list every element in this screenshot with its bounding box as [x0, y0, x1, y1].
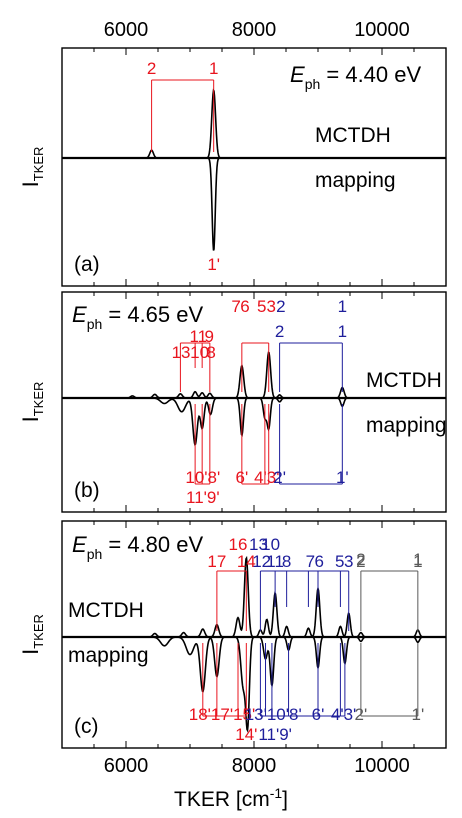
- peak-label: 6: [240, 297, 249, 316]
- peak-label: 4'3': [254, 468, 279, 487]
- panel-tag: (b): [74, 479, 100, 502]
- peak-label: 14: [237, 552, 256, 571]
- peak-label: 10: [190, 343, 209, 362]
- peak-label: 7: [306, 552, 315, 571]
- bottom-x-axis: 6000 8000 10000: [104, 755, 410, 777]
- photon-energy-sub: ph: [305, 76, 321, 92]
- peak-label: 2: [276, 297, 285, 316]
- peak-label: 9: [204, 327, 213, 346]
- peak-label: 3: [267, 297, 276, 316]
- y-axis-label-main: I: [18, 181, 43, 187]
- photon-energy-symbol: E: [290, 62, 305, 87]
- peak-label: 2: [356, 550, 365, 569]
- y-axis-label: ITKER: [18, 147, 46, 188]
- peak-label: 11'9': [186, 488, 220, 507]
- peak-label: 2: [275, 322, 284, 341]
- peak-label: 3: [344, 552, 353, 571]
- panel-a: ITKER 2 1 1' Eph = 4.40 eV MCTDH mapping (a): [18, 47, 447, 287]
- peak-label: 2: [147, 59, 156, 78]
- top-tick-label: 10000: [354, 19, 410, 41]
- top-x-axis: 6000 8000 10000: [104, 19, 410, 41]
- mapping-label: mapping: [68, 644, 149, 667]
- peak-label: 17: [207, 552, 226, 571]
- mapping-label: mapping: [366, 414, 447, 437]
- y-axis-label-sub: TKER: [31, 147, 46, 182]
- photon-energy-value: = 4.65 eV: [102, 302, 203, 327]
- peak-label: 13'10'8': [245, 705, 302, 724]
- peak-label: 10: [261, 535, 280, 554]
- x-axis-label-sup: -1: [270, 785, 283, 801]
- y-axis-label-main: I: [18, 416, 43, 422]
- mctdh-label: MCTDH: [68, 599, 144, 622]
- bottom-tick-label: 8000: [232, 755, 277, 777]
- peak-label: 14': [235, 725, 257, 744]
- y-axis-label: ITKER: [18, 614, 46, 655]
- mapping-label: mapping: [315, 169, 396, 192]
- peak-label: 13: [172, 343, 191, 362]
- peak-label: 1: [413, 552, 422, 571]
- bottom-tick-label: 10000: [354, 755, 410, 777]
- peak-label: 6': [235, 468, 248, 487]
- panel-tag: (a): [74, 253, 100, 276]
- peak-label: 11: [266, 552, 284, 571]
- peak-label: 1': [207, 255, 220, 274]
- y-axis-label: ITKER: [18, 382, 46, 423]
- peak-label: 2': [355, 705, 368, 724]
- photon-energy-symbol: E: [72, 532, 87, 557]
- peak-label: 4'3': [331, 705, 356, 724]
- peak-label: 18'17'15': [189, 705, 255, 724]
- peak-label: 12: [252, 552, 271, 571]
- y-axis-label-sub: TKER: [31, 382, 46, 417]
- peak-label: 1: [209, 59, 218, 78]
- mctdh-label: MCTDH: [366, 369, 442, 392]
- photon-energy-sub: ph: [87, 546, 103, 562]
- photon-energy-label: Eph = 4.65 eV: [72, 302, 204, 332]
- photon-energy-label: Eph = 4.80 eV: [72, 532, 204, 562]
- peak-label: 7: [231, 297, 240, 316]
- peak-label: 8: [206, 343, 215, 362]
- peak-label: 16: [229, 535, 248, 554]
- peak-label: 1: [338, 322, 347, 341]
- photon-energy-value: = 4.80 eV: [102, 532, 203, 557]
- peak-label: 1: [413, 550, 422, 569]
- peak-label: 11'9': [258, 725, 292, 744]
- peak-label: 5: [257, 297, 266, 316]
- x-axis-label: TKER [cm-1]: [174, 785, 288, 811]
- top-tick-label: 8000: [232, 19, 277, 41]
- mctdh-label: MCTDH: [315, 124, 391, 147]
- peak-label: 8: [282, 552, 291, 571]
- peak-label: 5: [335, 552, 344, 571]
- top-tick-label: 6000: [104, 19, 149, 41]
- peak-label: 10'8': [185, 468, 220, 487]
- peak-label: 13: [249, 535, 268, 554]
- peak-label: 1: [338, 297, 347, 316]
- photon-energy-symbol: E: [72, 302, 87, 327]
- peak-label: 1': [411, 705, 424, 724]
- photon-energy-label: Eph = 4.40 eV: [290, 62, 422, 92]
- peak-label: 1': [336, 468, 349, 487]
- photon-energy-sub: ph: [87, 316, 103, 332]
- peak-label: 6': [312, 705, 325, 724]
- peak-label: 11: [189, 327, 207, 346]
- peak-label: 6: [315, 552, 324, 571]
- peak-label: 2': [273, 468, 286, 487]
- photon-energy-value: = 4.40 eV: [320, 62, 421, 87]
- bottom-tick-label: 6000: [104, 755, 149, 777]
- y-axis-label-sub: TKER: [31, 614, 46, 649]
- panel-tag: (c): [74, 715, 99, 738]
- peak-label: 2: [356, 552, 365, 571]
- y-axis-label-main: I: [18, 649, 43, 655]
